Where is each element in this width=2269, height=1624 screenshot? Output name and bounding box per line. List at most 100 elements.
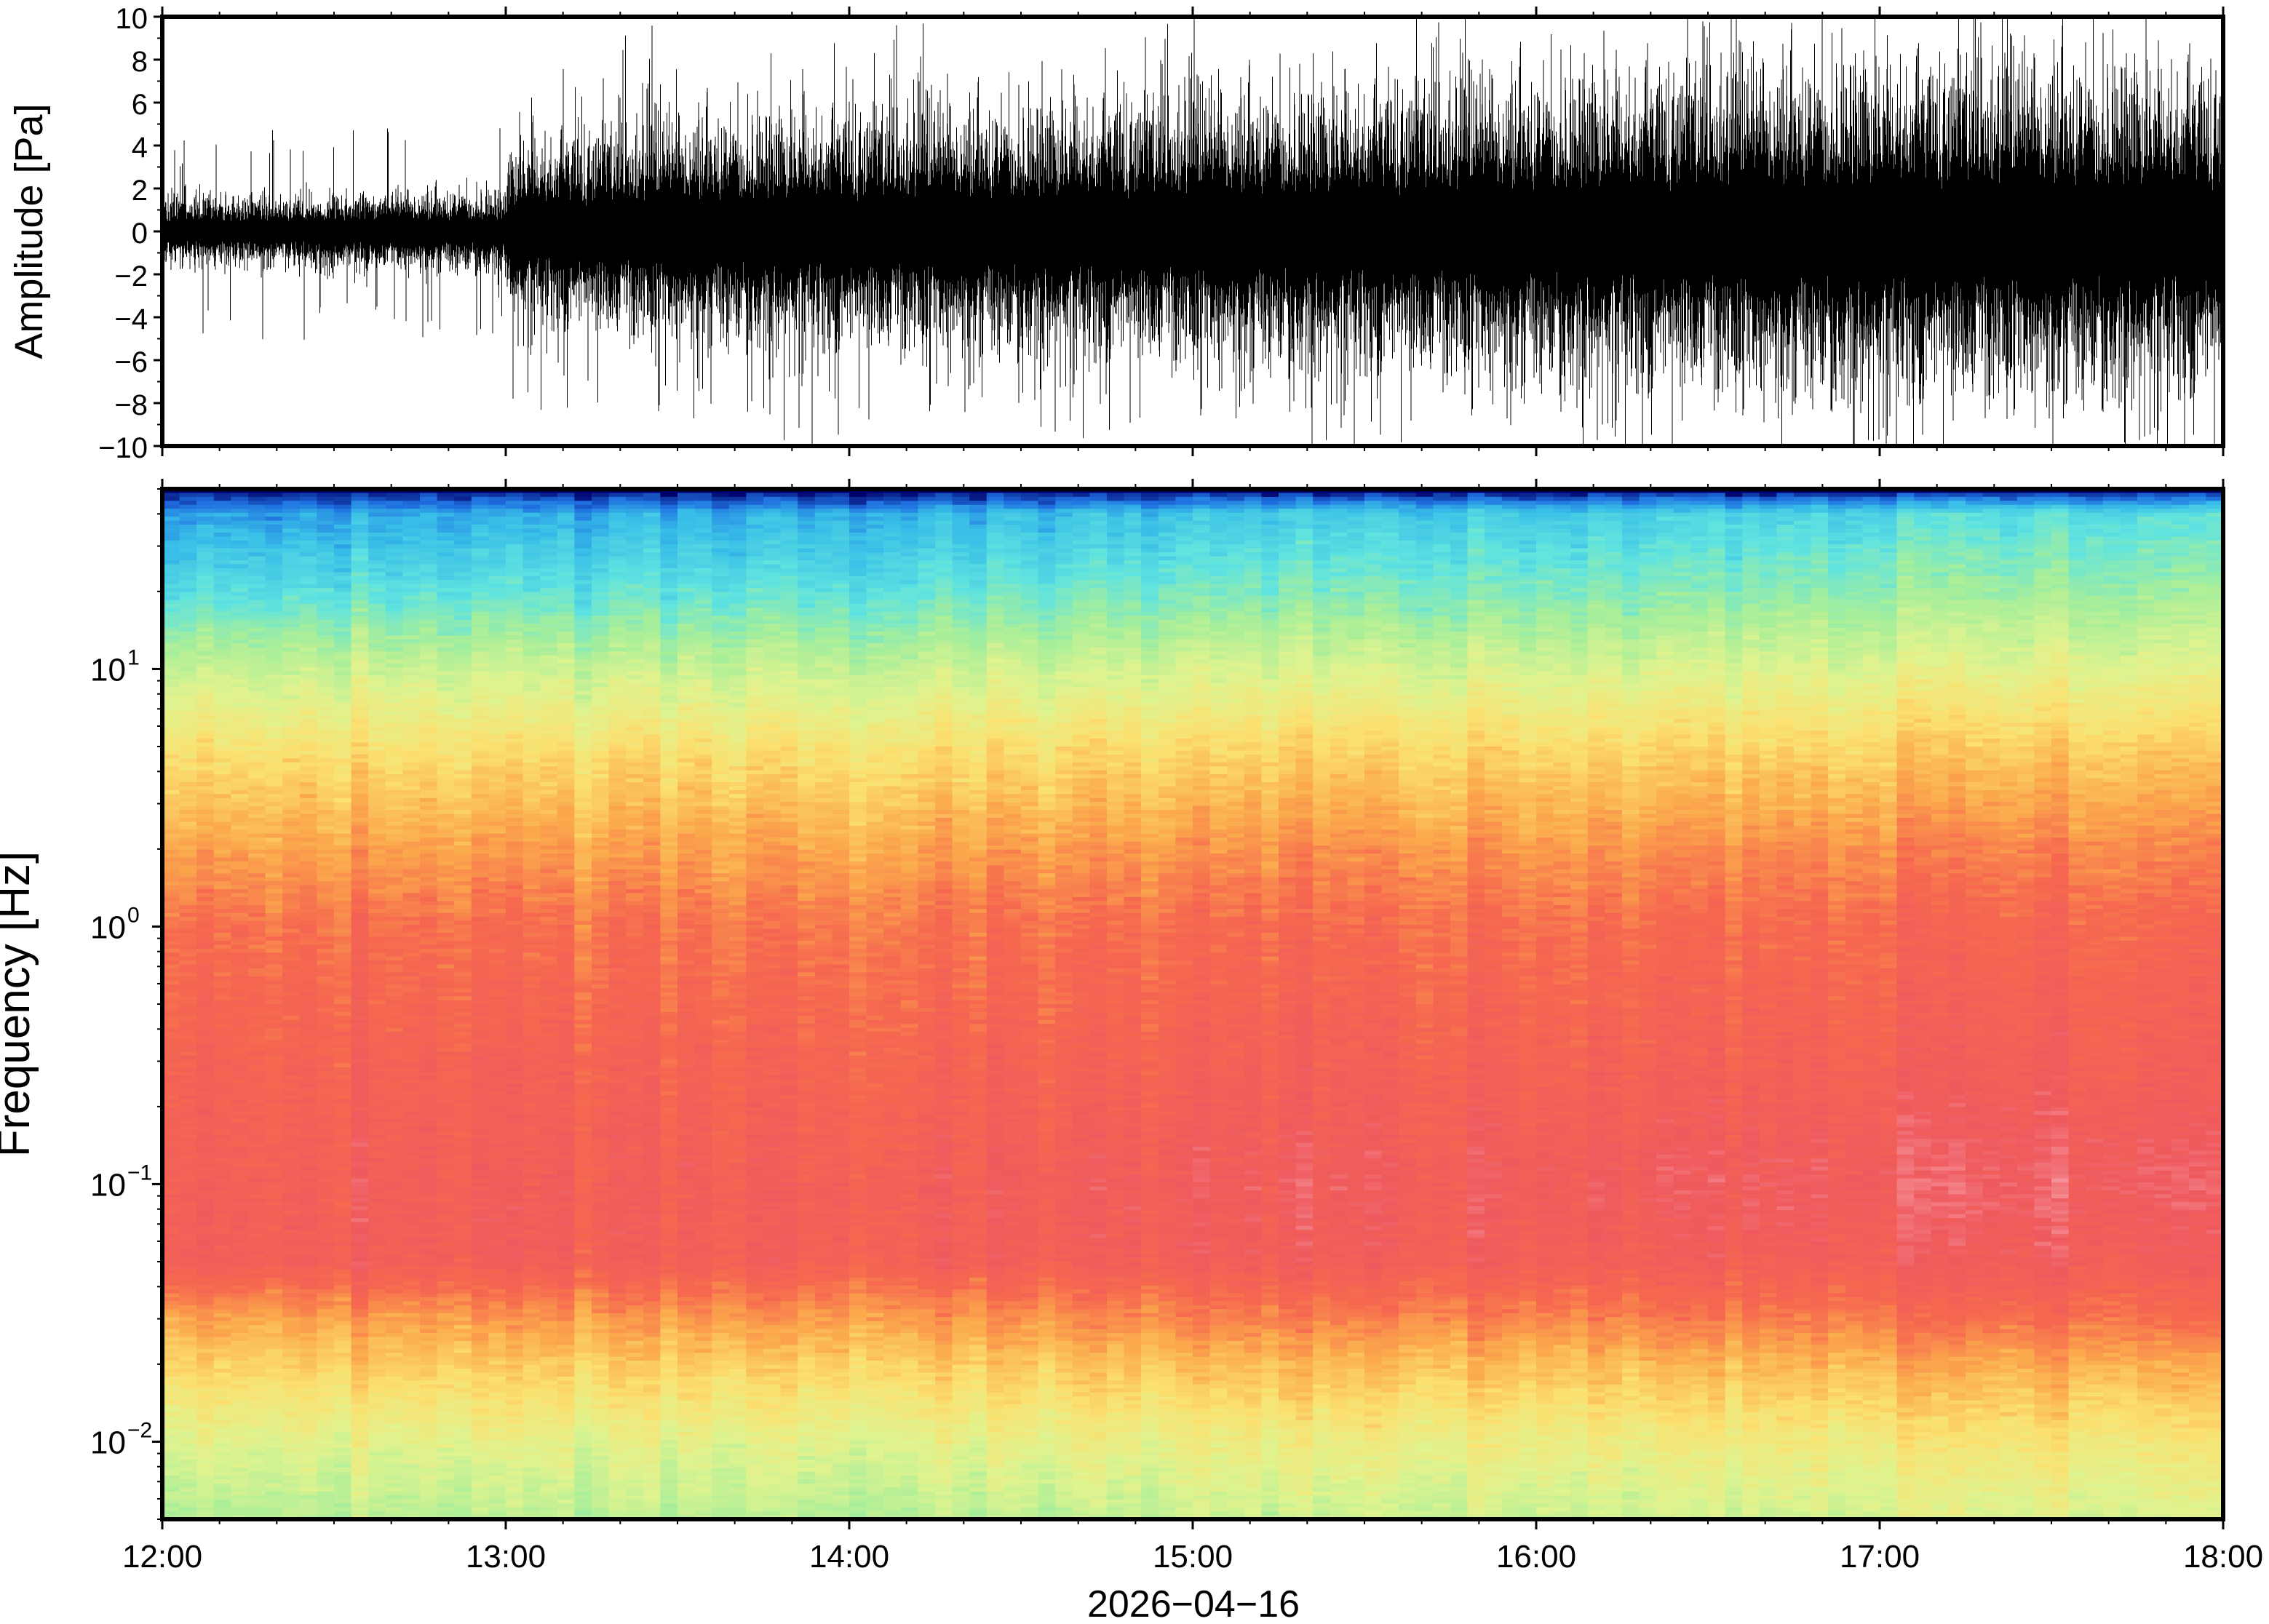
spectrogram-cell — [368, 920, 386, 926]
spectrogram-cell — [420, 1107, 438, 1112]
spectrogram-cell — [231, 1011, 249, 1016]
spectrogram-cell — [351, 1142, 369, 1147]
spectrogram-cell — [213, 1400, 231, 1405]
spectrogram-cell — [317, 825, 335, 830]
spectrogram-cell — [265, 774, 283, 779]
spectrogram-cell — [265, 766, 283, 771]
spectrogram-cell — [437, 1071, 455, 1076]
spectrogram-cell — [437, 869, 455, 874]
spectrogram-cell — [420, 1460, 438, 1465]
spectrogram-cell — [334, 1321, 352, 1326]
spectrogram-cell — [231, 992, 249, 997]
spectrogram-cell — [162, 1186, 180, 1191]
spectrogram-cell — [351, 992, 369, 997]
spectrogram-cell — [317, 1289, 335, 1294]
spectrogram-cell — [265, 1376, 283, 1381]
spectrogram-cell — [454, 920, 472, 926]
spectrogram-cell — [248, 1463, 266, 1468]
spectrogram-cell — [420, 1067, 438, 1072]
spectrogram-cell — [437, 747, 455, 752]
spectrogram-cell — [265, 580, 283, 585]
spectrogram-cell — [299, 1293, 317, 1298]
spectrogram-cell — [385, 710, 403, 716]
spectrogram-cell — [213, 896, 231, 901]
spectrogram-cell — [351, 1004, 369, 1009]
spectrogram-cell — [282, 1194, 301, 1199]
spectrogram-cell — [454, 1067, 472, 1072]
spectrogram-cell — [162, 1369, 180, 1374]
spectrogram-cell — [213, 663, 231, 668]
spectrogram-cell — [213, 635, 231, 640]
spectrogram-cell — [385, 1273, 403, 1278]
spectrogram-cell — [179, 766, 197, 771]
spectrogram-cell — [265, 690, 283, 696]
spectrogram-cell — [299, 984, 317, 989]
spectrogram-cell — [231, 778, 249, 783]
spectrogram-cell — [282, 552, 301, 557]
spectrogram-cell — [317, 1412, 335, 1417]
spectrogram-cell — [299, 1337, 317, 1342]
spectrogram-cell — [351, 682, 369, 688]
spectrogram-cell — [265, 932, 283, 938]
spectrogram-cell — [231, 841, 249, 846]
spectrogram-cell — [402, 663, 421, 668]
spectrogram-cell — [420, 592, 438, 597]
spectrogram-cell — [231, 1000, 249, 1005]
spectrogram-cell — [248, 556, 266, 561]
spectrogram-cell — [420, 1380, 438, 1385]
spectrogram-cell — [471, 925, 489, 930]
spectrogram-cell — [231, 853, 249, 859]
spectrogram-cell — [334, 544, 352, 549]
spectrogram-cell — [248, 1040, 266, 1045]
spectrogram-cell — [471, 655, 489, 660]
spectrogram-cell — [196, 528, 215, 533]
spectrogram-cell — [317, 1293, 335, 1298]
spectrogram-cell — [368, 877, 386, 882]
spectrogram-cell — [282, 1198, 301, 1203]
spectrogram-cell — [213, 1452, 231, 1457]
spectrogram-cell — [317, 1123, 335, 1128]
spectrogram-cell — [299, 841, 317, 846]
spectrogram-cell — [196, 1285, 215, 1290]
spectrogram-cell — [231, 952, 249, 958]
spectrogram-cell — [162, 940, 180, 945]
spectrogram-cell — [162, 536, 180, 541]
spectrogram-cell — [402, 1376, 421, 1381]
spectrogram-cell — [213, 489, 231, 494]
spectrogram-cell — [351, 845, 369, 851]
spectrogram-cell — [282, 1325, 301, 1330]
spectrogram-cell — [334, 1103, 352, 1108]
spectrogram-cell — [471, 818, 489, 823]
spectrogram-cell — [437, 651, 455, 656]
spectrogram-cell — [265, 925, 283, 930]
spectrogram-cell — [231, 1008, 249, 1013]
spectrogram-cell — [471, 659, 489, 664]
spectrogram-cell — [162, 703, 180, 708]
spectrogram-cell — [265, 528, 283, 533]
spectrogram-cell — [385, 1289, 403, 1294]
spectrogram-cell — [402, 917, 421, 922]
spectrogram-cell — [282, 544, 301, 549]
spectrogram-cell — [420, 1170, 438, 1175]
spectrogram-cell — [282, 893, 301, 898]
spectrogram-cell — [334, 489, 352, 494]
spectrogram-cell — [265, 731, 283, 736]
spectrogram-cell — [368, 1158, 386, 1163]
spectrogram-cell — [213, 865, 231, 870]
spectrogram-cell — [334, 1487, 352, 1492]
spectrogram-cell — [385, 1447, 403, 1453]
spectrogram-cell — [179, 1376, 197, 1381]
waveform-y-tick-label: 10 — [116, 3, 148, 35]
spectrogram-cell — [299, 1071, 317, 1076]
spectrogram-cell — [317, 632, 335, 637]
spectrogram-cell — [351, 774, 369, 779]
spectrogram-cell — [437, 1277, 455, 1282]
spectrogram-cell — [420, 1178, 438, 1183]
spectrogram-cell — [179, 1301, 197, 1306]
spectrogram-cell — [351, 635, 369, 640]
spectrogram-cell — [471, 972, 489, 977]
spectrogram-cell — [334, 512, 352, 517]
spectrogram-cell — [299, 663, 317, 668]
spectrogram-cell — [282, 1000, 301, 1005]
spectrogram-cell — [213, 1154, 231, 1159]
